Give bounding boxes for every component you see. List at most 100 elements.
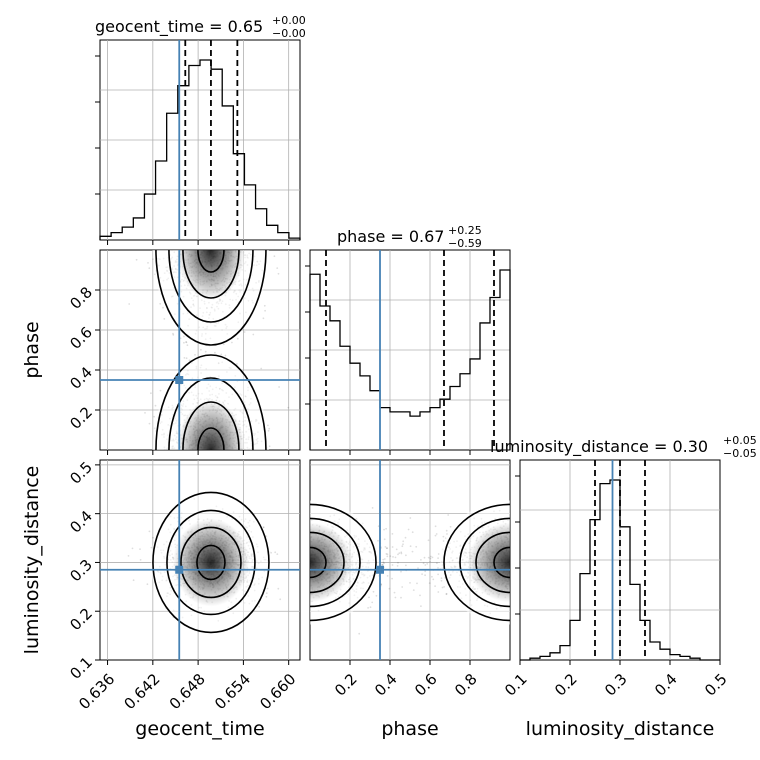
p21-contour-left-1 [310, 517, 361, 608]
p21-point [393, 591, 396, 594]
p21-point [432, 578, 435, 581]
ylabel-luminosity-distance: luminosity_distance [21, 466, 43, 655]
p21-point [391, 533, 394, 535]
p21-point [424, 564, 427, 566]
p10-point [236, 363, 238, 365]
p21-point [402, 543, 404, 546]
ld-xtick-label-1: 0.2 [551, 670, 581, 700]
title-luminosity-distance-plus: +0.05 [723, 434, 757, 447]
p20-contour-3 [196, 544, 226, 581]
p10-point [262, 317, 265, 320]
p20-density [172, 518, 249, 607]
p21-point [398, 552, 401, 554]
p21-point [405, 564, 407, 567]
p21-point [386, 555, 389, 558]
ph-xtick-label-0: 0.2 [331, 670, 361, 700]
title-geocent-time-minus: −0.00 [272, 27, 306, 40]
p10-contour-top-2 [182, 250, 240, 299]
p21-contour-right-0 [443, 503, 510, 622]
p21-point [443, 586, 445, 588]
ph-ytick-label-3: 0.8 [66, 283, 96, 313]
p21-point [409, 545, 412, 548]
ld-xtick-label-0: 0.1 [501, 670, 531, 700]
p21-point [423, 556, 426, 559]
p21-contour-left-0 [310, 503, 377, 622]
p21-point [402, 540, 405, 543]
p10-point [263, 304, 266, 307]
p10-point [278, 386, 280, 388]
p21-point [442, 535, 445, 538]
p21-point [431, 575, 433, 578]
p21-point [400, 551, 403, 554]
p10-point [162, 306, 164, 309]
p21-contour-right-1 [459, 517, 510, 608]
p21-point [449, 525, 452, 528]
p21-point [441, 586, 444, 589]
p21-density-right [468, 522, 510, 603]
p20-point [139, 559, 142, 561]
p21-point [394, 596, 397, 599]
p10-point [277, 272, 280, 275]
p21-point [426, 563, 429, 565]
p20-point [148, 530, 151, 533]
p21-point [411, 531, 414, 534]
p21-point [385, 547, 388, 550]
p21-point [400, 570, 402, 573]
p20-contour-2 [180, 526, 242, 599]
p21-point [427, 556, 430, 559]
p21-point [424, 570, 427, 573]
p21-point [383, 558, 386, 560]
p21-point [391, 564, 394, 566]
p10-point [260, 367, 263, 370]
p20-point [279, 598, 282, 601]
p10-point [179, 337, 182, 340]
p21-point [409, 582, 411, 584]
p20-point [265, 595, 268, 598]
truth-p20-marker [175, 565, 184, 574]
p21-point [396, 565, 399, 567]
p21-density-left [310, 522, 352, 603]
p10-point [163, 318, 166, 320]
p21-point [421, 573, 423, 575]
p10-point [267, 424, 269, 427]
p21-point [445, 593, 448, 596]
p10-point [268, 445, 271, 448]
p21-point [416, 582, 418, 585]
p20-point [131, 547, 134, 550]
p21-point [384, 546, 387, 548]
title-luminosity-distance-minus: −0.05 [723, 447, 757, 460]
p21-point [372, 590, 375, 593]
title-geocent-time-plus: +0.00 [272, 14, 306, 27]
xlabel-geocent-time: geocent_time [135, 718, 264, 740]
title-geocent-time: geocent_time = 0.65 [95, 17, 263, 37]
p21-point [371, 507, 374, 509]
p10-contour-bottom-2 [182, 401, 240, 450]
p21-point [411, 550, 414, 553]
p21-point [401, 586, 404, 588]
p10-point [183, 357, 186, 359]
ph-ytick-label-1: 0.4 [66, 363, 96, 393]
p21-scatter [310, 500, 510, 635]
p20-point [265, 592, 268, 595]
p21-point [442, 540, 445, 542]
p20-point [150, 546, 153, 549]
p21-point [383, 562, 385, 565]
p20-contour-0 [152, 491, 270, 634]
p21-contour-right-3 [493, 546, 510, 579]
p10-point [243, 331, 246, 333]
title-phase-plus: +0.25 [448, 224, 482, 237]
gt-xtick-label-1: 0.642 [120, 670, 163, 713]
p20-point [277, 587, 280, 590]
p21-point [447, 514, 450, 516]
p10-point [252, 333, 255, 336]
p20-point [262, 526, 265, 529]
p21-point [383, 528, 385, 531]
p20-point [139, 548, 141, 550]
ld-xtick-label-3: 0.4 [651, 670, 681, 700]
p21-point [434, 534, 437, 537]
p21-point [419, 594, 421, 597]
p20-point [266, 587, 269, 590]
p10-point [159, 302, 162, 305]
p21-point [368, 596, 370, 599]
p21-point [427, 539, 430, 542]
